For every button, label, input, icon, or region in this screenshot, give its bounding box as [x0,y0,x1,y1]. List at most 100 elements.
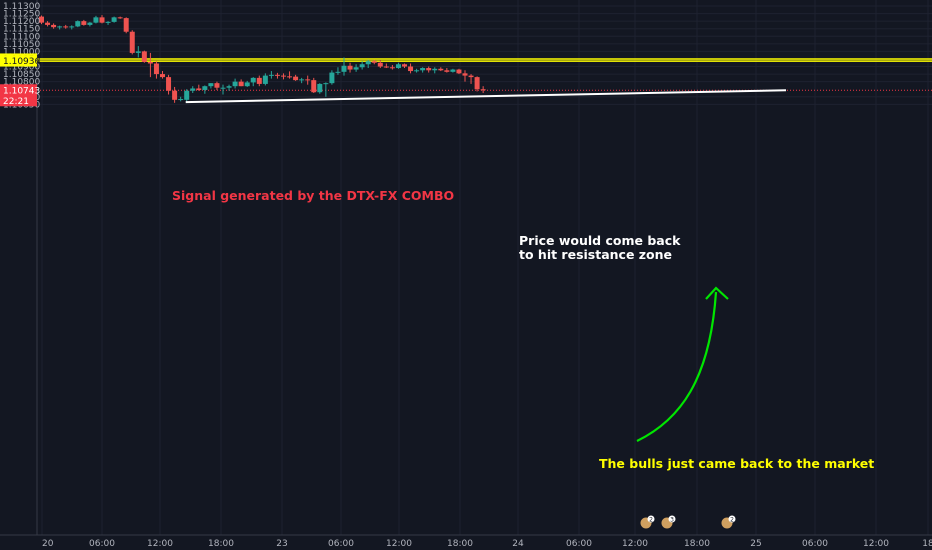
price-tick-label: 1.10850 [3,70,40,80]
candle-body [147,61,153,64]
price-axis[interactable]: 1.113001.112501.112001.111501.111001.110… [0,0,40,550]
candle-body [456,69,462,74]
candle-body [196,88,202,90]
candle-body [311,80,317,93]
candle-body [274,74,280,76]
candle-body [341,65,347,72]
event-count-badge [668,515,676,523]
candle-body [438,68,444,71]
time-tick-label: 06:00 [89,539,115,549]
candle-body [414,70,420,72]
price-return-annotation-line2: to hit resistance zone [519,247,672,262]
candle-body [105,21,111,23]
candle-body [281,75,286,77]
bulls-annotation: The bulls just came back to the market [599,456,874,471]
candle-body [256,77,262,84]
event-markers[interactable]: 2 3 2 [639,515,736,530]
candle-body [99,17,105,23]
candle-body [141,51,147,62]
time-tick-label: 18:00 [684,539,710,549]
candle-body [480,89,486,91]
arrow-head-icon [705,286,729,300]
current-price-tag [0,84,37,107]
calendar-event-icon[interactable]: 2 [639,515,655,530]
candle-body [268,74,274,76]
candle-body [244,82,250,87]
calendar-event-icon[interactable]: 2 [720,515,736,530]
price-tick-label: 1.10800 [3,78,40,88]
candle-body [190,88,196,91]
event-count-label: 3 [670,517,674,524]
event-count-badge [647,515,655,523]
candle-body [365,61,371,65]
candle-body [93,17,99,23]
candle-body [81,21,87,25]
candle-body [462,73,468,76]
candle-body [226,86,232,88]
price-tick-label: 1.11200 [3,17,40,27]
candle-body [359,64,365,68]
candle-body [250,77,256,83]
candle-body [129,31,135,53]
time-tick-label: 12:00 [863,539,889,549]
candle-body [389,67,395,69]
candle-body [293,76,299,81]
countdown-label: 22:21 [3,97,29,107]
time-tick-label: 06:00 [566,539,592,549]
price-tick-label: 1.11000 [3,47,40,57]
price-tick-label: 1.11300 [3,2,40,12]
candle-body [450,69,456,72]
candle-body [111,17,117,22]
candle-body [208,83,214,87]
time-tick-label: 20 [42,539,54,549]
candle-body [474,77,480,90]
candle-body [432,68,438,71]
candle-body [69,26,75,28]
price-tick-label: 1.11100 [3,32,40,42]
candle-body [220,87,226,89]
time-tick-label: 18:00 [447,539,473,549]
trendline [185,89,787,104]
candle-body [402,64,407,67]
current-price-label: 1.10743 [3,86,40,96]
candle-body [426,68,432,71]
time-tick-label: 18 [922,539,932,549]
candle-body [371,61,377,63]
event-count-label: 2 [730,517,734,524]
candle-body [232,81,238,87]
candle-body [184,90,190,100]
candle-body [123,18,129,32]
candle-body [178,99,184,101]
candle-body [39,16,44,23]
calendar-event-icon[interactable]: 3 [660,515,676,530]
candle-body [63,26,69,28]
price-tick-label: 1.11050 [3,40,40,50]
event-count-badge [728,515,736,523]
resistance-price-tag [0,55,37,67]
candle-body [75,21,81,27]
candle-body [87,22,93,25]
candle-body [262,75,268,84]
candle-body [335,71,341,73]
candles [39,15,486,103]
time-axis[interactable]: 20 06:00 12:00 18:00 23 06:00 12:00 18:00 24 06:0… [0,534,932,549]
candle-body [444,70,450,72]
price-tick-label: 1.11150 [3,25,40,35]
arrow-curve [636,291,718,442]
time-tick-label: 12:00 [386,539,412,549]
time-tick-label: 23 [276,539,287,549]
candle-body [202,86,208,90]
event-count-label: 2 [649,517,653,524]
time-tick-label: 12:00 [147,539,173,549]
candle-body [214,83,220,88]
candle-body [51,24,57,28]
signal-annotation: Signal generated by the DTX-FX COMBO [172,188,454,203]
time-tick-label: 18:00 [208,539,234,549]
drawings [185,89,787,442]
candle-body [57,26,63,28]
candle-body [153,63,159,75]
candle-body [329,72,335,84]
candle-body [287,76,293,78]
